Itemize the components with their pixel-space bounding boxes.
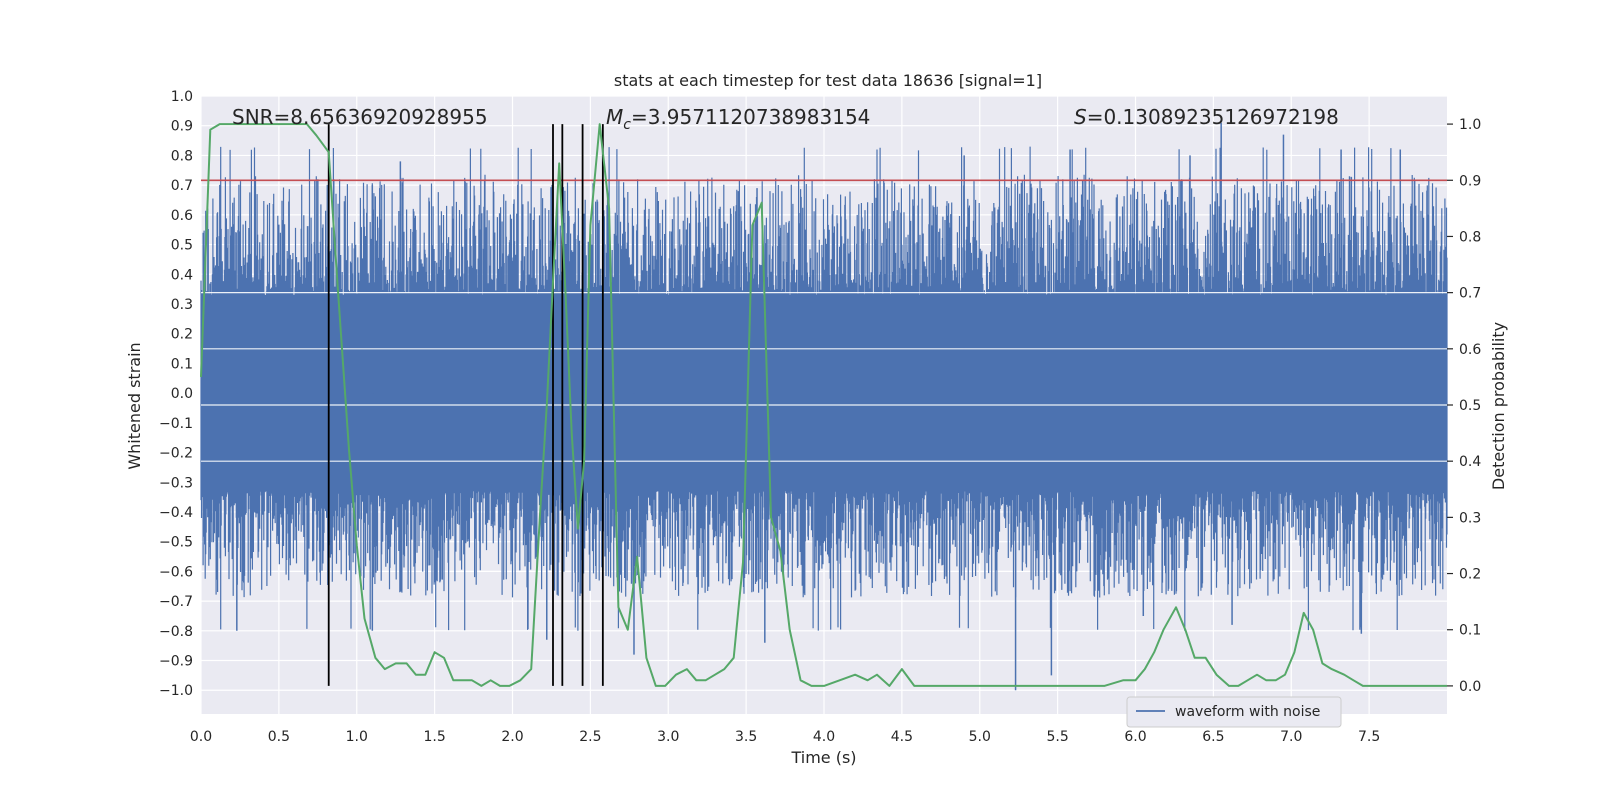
y-left-tick-label: 0.1	[171, 356, 193, 372]
x-tick-label: 4.0	[813, 729, 835, 745]
x-tick-label: 3.5	[735, 729, 757, 745]
snr-annotation: SNR=8.65636920928955	[232, 105, 488, 129]
y-left-tick-label: −0.7	[159, 594, 193, 610]
y-left-tick-label: −0.2	[159, 446, 193, 462]
s-value: =0.13089235126972198	[1087, 105, 1339, 129]
x-tick-label: 5.0	[969, 729, 991, 745]
y-right-tick-label: 0.2	[1459, 567, 1481, 583]
chart-title: stats at each timestep for test data 186…	[614, 71, 1042, 90]
mc-subscript: c	[623, 117, 631, 133]
y-right-tick-label: 0.4	[1459, 454, 1481, 470]
y-right-tick-label: 0.9	[1459, 173, 1481, 189]
strain-series	[200, 122, 1448, 691]
y-right-tick-label: 0.5	[1459, 398, 1481, 414]
y-right-axis-label: Detection probability	[1489, 322, 1508, 490]
y-left-tick-label: 0.2	[171, 327, 193, 343]
y-left-tick-label: 0.6	[171, 208, 193, 224]
y-left-tick-label: 0.8	[171, 148, 193, 164]
legend-label: waveform with noise	[1175, 704, 1320, 720]
mc-symbol: M	[606, 105, 623, 129]
mc-annotation: Mc=3.9571120738983154	[606, 105, 870, 133]
x-tick-label: 5.5	[1046, 729, 1068, 745]
probability-line	[200, 123, 1447, 687]
s-symbol: S	[1074, 105, 1087, 129]
y-left-tick-label: −0.4	[159, 505, 193, 521]
y-right-tick-label: 0.3	[1459, 510, 1481, 526]
y-left-tick-label: −0.8	[159, 624, 193, 640]
x-tick-label: 2.0	[501, 729, 523, 745]
y-left-tick-label: 0.4	[171, 267, 193, 283]
y-right-tick-labels: 1.0 0.9 0.8 0.7 0.6 0.5 0.4 0.3 0.2 0.1 0.0	[1447, 117, 1481, 695]
x-tick-label: 1.0	[346, 729, 368, 745]
y-right-tick-label: 0.6	[1459, 342, 1481, 358]
x-tick-label: 0.0	[190, 729, 212, 745]
y-left-tick-label: −0.3	[159, 475, 193, 491]
mc-value: =3.9571120738983154	[631, 105, 870, 129]
y-right-tick-label: 0.0	[1459, 679, 1481, 695]
x-tick-label: 7.0	[1280, 729, 1302, 745]
y-left-axis-label: Whitened strain	[125, 342, 144, 469]
strain-dense-band	[201, 295, 1447, 492]
y-left-tick-label: 0.0	[171, 386, 193, 402]
x-tick-label: 0.5	[268, 729, 290, 745]
y-left-tick-label: −0.5	[159, 535, 193, 551]
y-left-tick-label: −0.1	[159, 416, 193, 432]
y-left-tick-label: 0.7	[171, 178, 193, 194]
y-right-tick-label: 0.8	[1459, 229, 1481, 245]
y-left-tick-label: −0.9	[159, 654, 193, 670]
y-left-tick-label: −1.0	[159, 683, 193, 699]
x-tick-label: 7.5	[1358, 729, 1380, 745]
x-tick-label: 6.0	[1124, 729, 1146, 745]
vertical-markers	[327, 124, 604, 686]
y-right-tick-label: 0.7	[1459, 286, 1481, 302]
y-left-tick-label: 0.9	[171, 119, 193, 135]
x-tick-label: 6.5	[1202, 729, 1224, 745]
x-tick-label: 2.5	[579, 729, 601, 745]
x-tick-labels: 0.0 0.5 1.0 1.5 2.0 2.5 3.0 3.5 4.0 4.5 5.0 5.5 6.0 6…	[190, 729, 1380, 745]
legend-box	[1126, 696, 1342, 728]
legend: waveform with noise	[1126, 696, 1342, 728]
x-tick-label: 4.5	[891, 729, 913, 745]
probability-series	[200, 123, 1447, 687]
y-left-tick-labels: 1.0 0.9 0.8 0.7 0.6 0.5 0.4 0.3 0.2 0.1 0.0 −0.1 −0.…	[159, 89, 193, 699]
y-left-tick-label: 0.5	[171, 238, 193, 254]
y-left-tick-label: 0.3	[171, 297, 193, 313]
y-right-tick-label: 1.0	[1459, 117, 1481, 133]
y-left-tick-label: −0.6	[159, 564, 193, 580]
s-annotation: S=0.13089235126972198	[1074, 105, 1339, 129]
y-left-tick-label: 1.0	[171, 89, 193, 105]
x-tick-label: 1.5	[423, 729, 445, 745]
x-axis-label: Time (s)	[790, 748, 856, 767]
y-right-tick-label: 0.1	[1459, 623, 1481, 639]
x-tick-label: 3.0	[657, 729, 679, 745]
